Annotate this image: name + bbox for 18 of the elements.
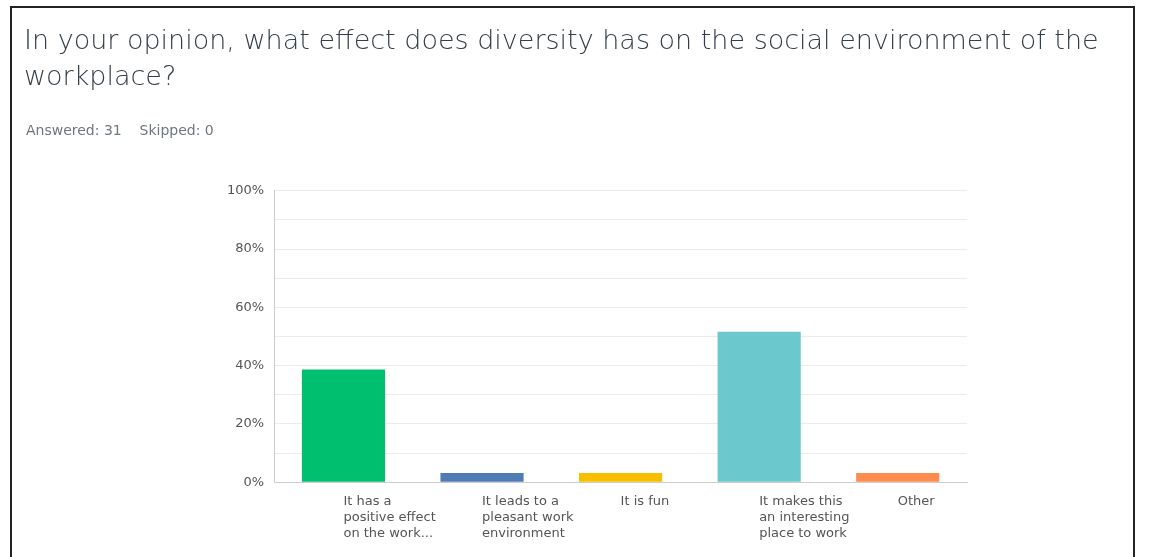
x-tick-label: It has a positive effect on the work... xyxy=(343,493,436,540)
y-tick-label: 0% xyxy=(243,473,265,489)
chart-title: In your opinion, what effect does diversity has on the social environment of the workplace? xyxy=(24,23,1100,93)
y-tick-label: 80% xyxy=(235,240,265,256)
y-tick-label: 20% xyxy=(235,415,265,431)
bar xyxy=(301,369,386,482)
y-tick-label: 100% xyxy=(226,182,265,198)
x-tick-label: It is fun xyxy=(620,493,670,509)
y-tick-label: 60% xyxy=(235,298,265,314)
x-tick-label: It leads to a pleasant work environment xyxy=(482,493,574,540)
x-tick-label: Other xyxy=(897,493,936,509)
y-tick-label: 40% xyxy=(235,357,265,373)
bar xyxy=(856,472,940,482)
bar xyxy=(717,331,801,482)
bar xyxy=(579,472,663,482)
bar xyxy=(440,472,524,482)
text: Answered: 31 Skipped: 0 xyxy=(26,122,214,138)
x-tick-label: It makes this an interesting place to work xyxy=(759,493,850,540)
